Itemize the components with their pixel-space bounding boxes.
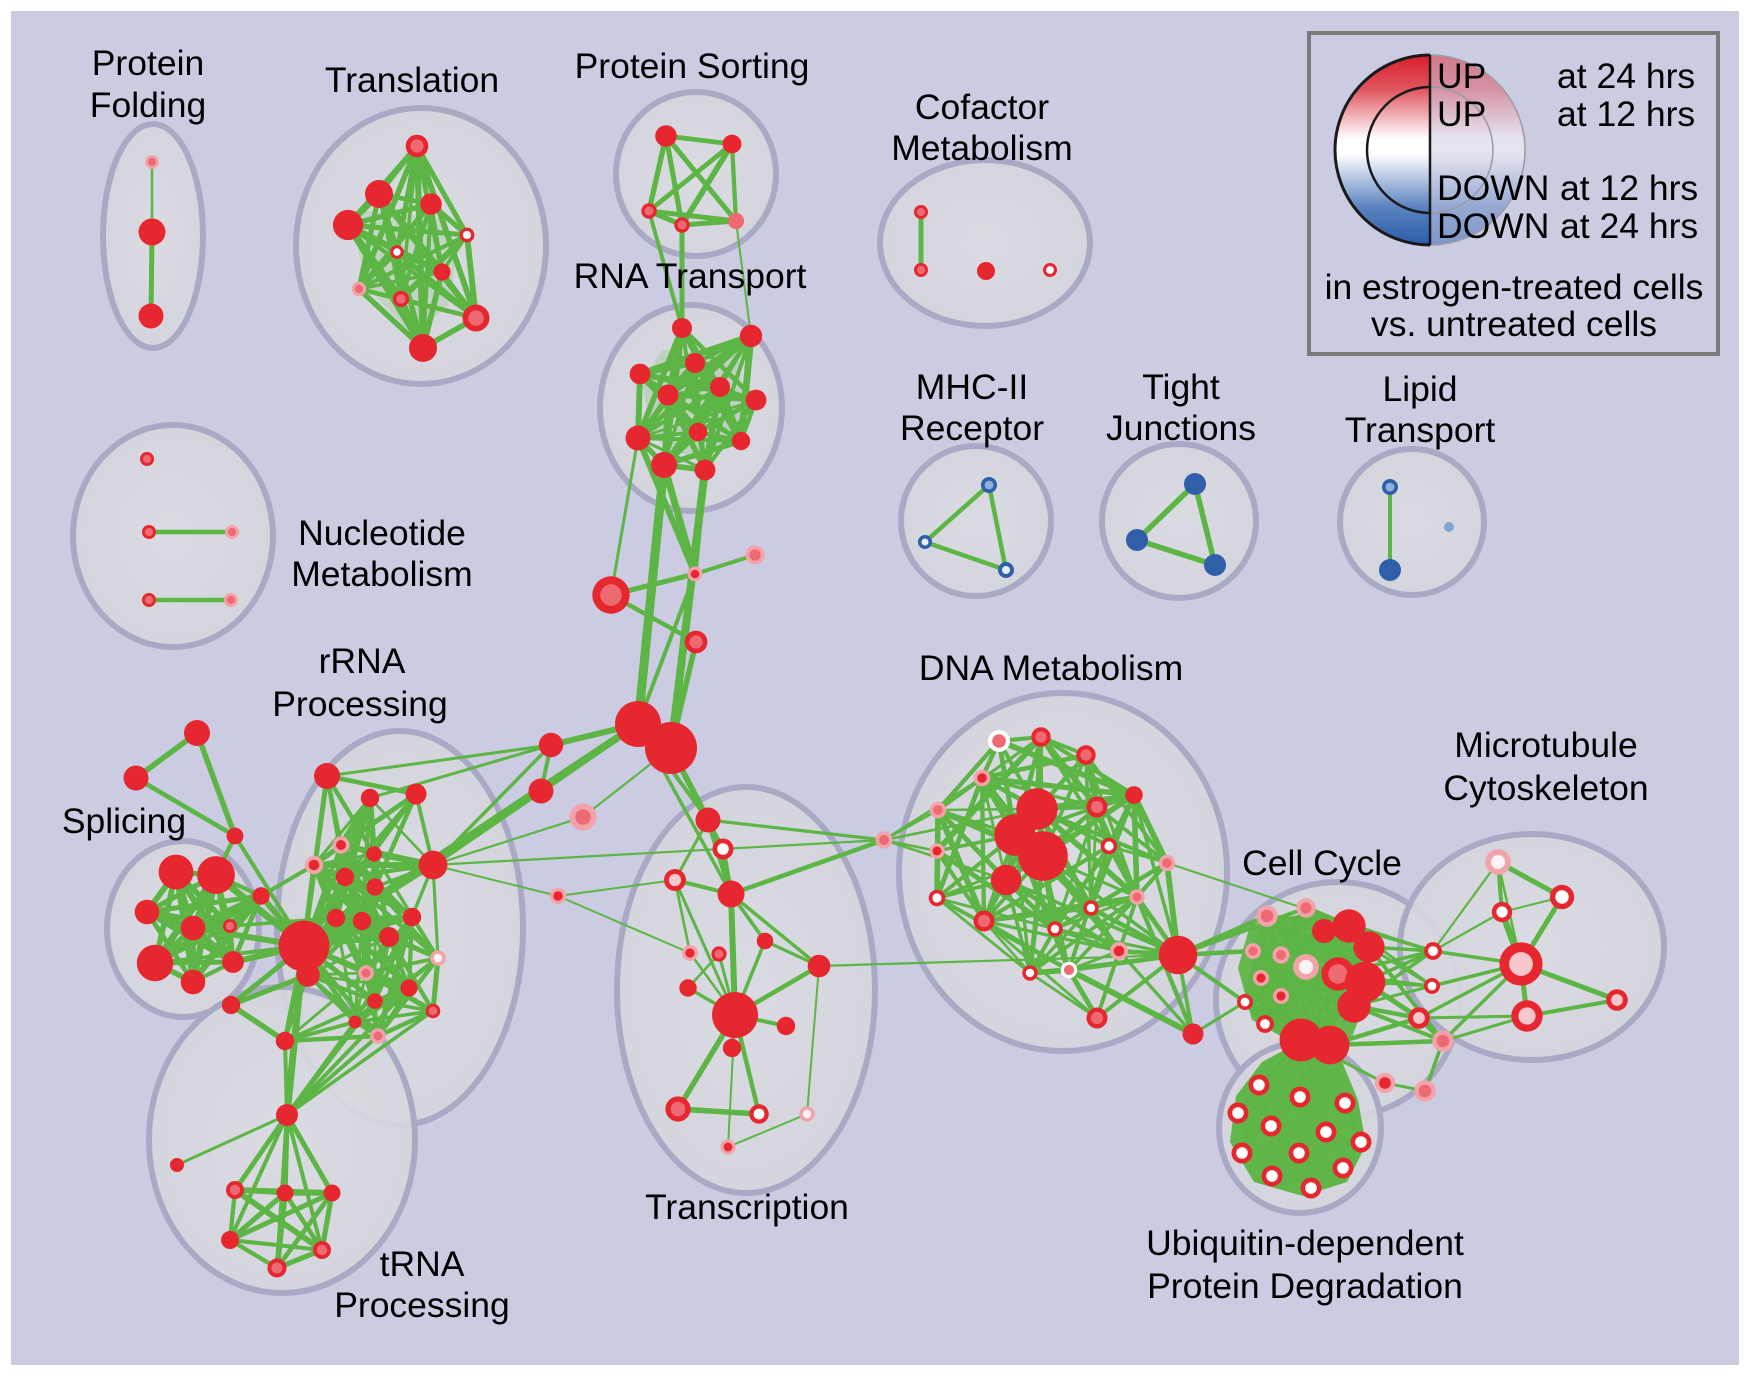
svg-text:Processing: Processing xyxy=(334,1285,510,1325)
svg-text:at 12 hrs: at 12 hrs xyxy=(1557,94,1695,134)
svg-text:UP: UP xyxy=(1437,56,1486,96)
svg-text:Cytoskeleton: Cytoskeleton xyxy=(1443,768,1648,808)
svg-text:Splicing: Splicing xyxy=(62,801,186,841)
svg-text:RNA Transport: RNA Transport xyxy=(574,256,807,296)
svg-text:Transcription: Transcription xyxy=(645,1187,849,1227)
svg-text:at 24 hrs: at 24 hrs xyxy=(1560,206,1698,246)
svg-text:DOWN: DOWN xyxy=(1437,168,1549,208)
svg-text:DNA Metabolism: DNA Metabolism xyxy=(919,648,1183,688)
svg-text:rRNA: rRNA xyxy=(319,641,406,681)
svg-text:Cell Cycle: Cell Cycle xyxy=(1242,843,1402,883)
svg-text:Translation: Translation xyxy=(325,60,499,100)
svg-text:Metabolism: Metabolism xyxy=(891,128,1073,168)
svg-text:at 12 hrs: at 12 hrs xyxy=(1560,168,1698,208)
svg-text:Tight: Tight xyxy=(1142,367,1220,407)
svg-text:Metabolism: Metabolism xyxy=(291,554,473,594)
svg-text:Lipid: Lipid xyxy=(1382,369,1457,409)
svg-text:Cofactor: Cofactor xyxy=(915,87,1049,127)
svg-text:Junctions: Junctions xyxy=(1106,408,1256,448)
svg-text:tRNA: tRNA xyxy=(380,1244,465,1284)
svg-text:Receptor: Receptor xyxy=(900,408,1044,448)
svg-text:Ubiquitin-dependent: Ubiquitin-dependent xyxy=(1146,1223,1464,1263)
svg-text:UP: UP xyxy=(1437,94,1486,134)
svg-text:Protein: Protein xyxy=(92,43,204,83)
svg-text:DOWN: DOWN xyxy=(1437,206,1549,246)
svg-text:at 24 hrs: at 24 hrs xyxy=(1557,56,1695,96)
svg-text:Nucleotide: Nucleotide xyxy=(298,513,466,553)
svg-text:Processing: Processing xyxy=(272,684,448,724)
svg-text:in estrogen-treated cells: in estrogen-treated cells xyxy=(1325,267,1704,307)
svg-text:Protein Sorting: Protein Sorting xyxy=(575,46,810,86)
svg-text:Transport: Transport xyxy=(1345,410,1496,450)
svg-text:Protein Degradation: Protein Degradation xyxy=(1147,1266,1463,1306)
svg-text:Microtubule: Microtubule xyxy=(1454,725,1638,765)
svg-text:vs. untreated cells: vs. untreated cells xyxy=(1371,304,1657,344)
svg-text:MHC-II: MHC-II xyxy=(916,367,1028,407)
svg-text:Folding: Folding xyxy=(90,85,206,125)
